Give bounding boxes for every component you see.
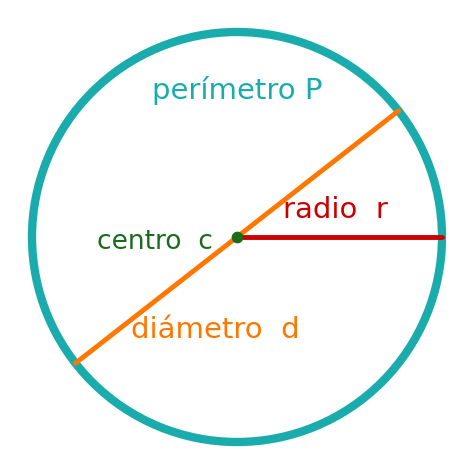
Text: centro  c: centro c bbox=[97, 229, 213, 255]
Text: diámetro  d: diámetro d bbox=[131, 316, 299, 344]
Text: radio  r: radio r bbox=[283, 196, 387, 224]
Text: perímetro P: perímetro P bbox=[152, 75, 322, 104]
Point bbox=[233, 233, 241, 241]
